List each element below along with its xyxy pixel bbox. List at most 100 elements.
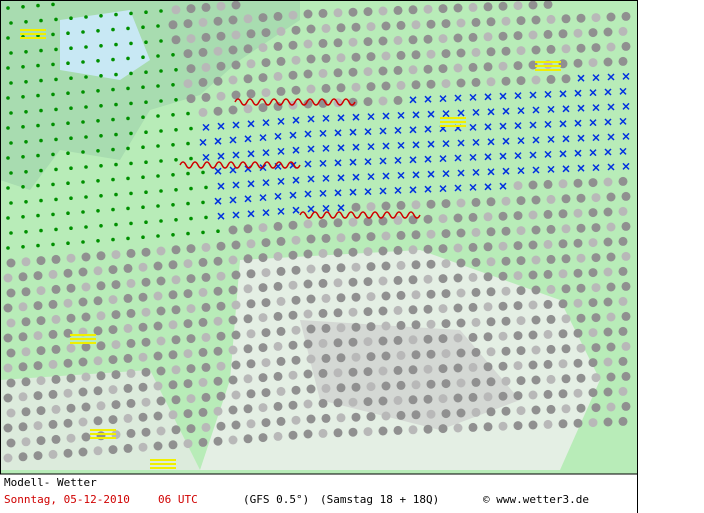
cloud-symbol [591, 373, 601, 383]
cloud-symbol [336, 413, 346, 423]
cloud-symbol [246, 89, 256, 99]
cloud-symbol [528, 330, 538, 340]
cloud-symbol [213, 376, 223, 386]
snow-cross [457, 139, 465, 147]
cloud-symbol [243, 314, 253, 324]
cloud-symbol [333, 8, 343, 18]
snow-cross [577, 74, 585, 82]
cloud-symbol [303, 249, 313, 259]
cloud-symbol [486, 407, 496, 417]
cloud-symbol [498, 31, 508, 41]
cloud-symbol [396, 290, 406, 300]
cloud-symbol [471, 407, 481, 417]
cloud-symbol [231, 60, 241, 70]
cloud-symbol [246, 29, 256, 39]
rain-dot [54, 107, 58, 112]
cloud-symbol [543, 329, 553, 339]
rain-dot [129, 221, 133, 226]
cloud-symbol [456, 288, 466, 298]
snow-cross [322, 144, 330, 152]
cloud-symbol [183, 79, 193, 89]
snow-cross [277, 207, 285, 215]
cloud-symbol [93, 416, 103, 426]
cloud-symbol [348, 307, 358, 317]
snow-cross [352, 143, 360, 151]
cloud-symbol [351, 412, 361, 422]
cloud-symbol [468, 32, 478, 42]
cloud-symbol [438, 64, 448, 74]
rain-dot [141, 85, 145, 89]
rain-dot [156, 234, 160, 238]
rain-dot [111, 177, 115, 182]
cloud-symbol [363, 337, 373, 347]
cloud-symbol [228, 75, 238, 85]
cloud-symbol [258, 103, 268, 113]
cloud-symbol [258, 343, 268, 353]
cloud-symbol [108, 385, 118, 395]
cloud-symbol [273, 341, 283, 351]
cloud-symbol [318, 308, 328, 318]
cloud-symbol [123, 413, 133, 423]
cloud-symbol [216, 1, 226, 11]
cloud-symbol [558, 329, 568, 339]
cloud-symbol [21, 257, 31, 267]
cloud-symbol [168, 410, 178, 420]
cloud-symbol [171, 275, 181, 285]
cloud-symbol [486, 227, 496, 237]
cloud-symbol [513, 181, 523, 191]
cloud-symbol [468, 2, 478, 12]
rain-dot [96, 179, 100, 183]
cloud-symbol [366, 412, 376, 422]
snow-cross [619, 147, 627, 155]
cloud-symbol [123, 383, 133, 393]
cloud-symbol [441, 229, 451, 239]
rain-dot [141, 235, 145, 239]
cloud-symbol [573, 388, 583, 398]
cloud-symbol [366, 82, 376, 92]
rain-dot [141, 25, 145, 30]
cloud-symbol [336, 53, 346, 63]
rain-dot [6, 216, 10, 220]
cloud-symbol [501, 286, 511, 296]
snow-cross [304, 130, 312, 138]
cloud-symbol [186, 274, 196, 284]
cloud-symbol [6, 258, 16, 268]
cloud-symbol [606, 222, 616, 232]
cloud-symbol [63, 358, 73, 368]
cloud-symbol [66, 373, 76, 383]
cloud-symbol [18, 422, 28, 432]
cloud-symbol [243, 254, 253, 264]
rain-dot [201, 230, 205, 235]
cloud-symbol [606, 342, 616, 352]
cloud-symbol [591, 13, 601, 23]
cloud-symbol [438, 4, 448, 14]
cloud-symbol [408, 215, 418, 225]
cloud-symbol [381, 321, 391, 331]
rain-dot [144, 190, 148, 194]
snow-cross [439, 95, 447, 103]
snow-cross [292, 116, 300, 124]
cloud-symbol [408, 335, 418, 345]
snow-cross [607, 103, 615, 111]
cloud-symbol [93, 266, 103, 276]
snow-cross [574, 119, 582, 127]
cloud-symbol [51, 374, 61, 384]
cloud-symbol [621, 41, 631, 51]
cloud-symbol [126, 248, 136, 258]
rain-dot [99, 74, 103, 78]
cloud-symbol [111, 370, 121, 380]
rain-dot [159, 189, 163, 193]
cloud-symbol [243, 434, 253, 444]
cloud-symbol [303, 39, 313, 49]
cloud-symbol [291, 385, 301, 395]
cloud-symbol [186, 364, 196, 374]
snow-cross [607, 73, 615, 81]
rain-dot [9, 111, 13, 115]
cloud-symbol [531, 285, 541, 295]
rain-dot [69, 196, 73, 200]
rain-dot [24, 230, 28, 234]
rain-dot [54, 17, 58, 22]
cloud-symbol [306, 234, 316, 244]
cloud-symbol [153, 381, 163, 391]
cloud-symbol [441, 379, 451, 389]
